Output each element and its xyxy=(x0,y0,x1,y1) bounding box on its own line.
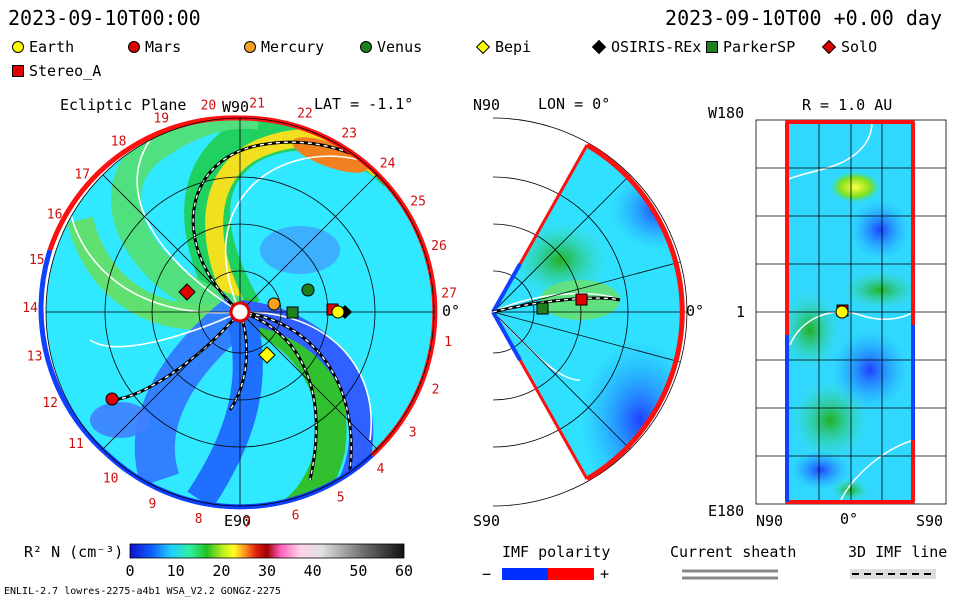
radial-x-right: S90 xyxy=(916,512,944,530)
legend-label: ParkerSP xyxy=(723,38,796,56)
rotation-number: 26 xyxy=(431,239,447,254)
rotation-number: 2 xyxy=(432,382,440,397)
model-footer: ENLIL-2.7 lowres-2275-a4b1 WSA_V2.2 GONG… xyxy=(4,586,281,597)
legend-item: ParkerSP xyxy=(706,38,795,56)
ecliptic-bottom-label: E90 xyxy=(224,512,252,530)
square-marker-icon xyxy=(12,65,24,77)
rotation-number: 21 xyxy=(249,97,265,112)
colorbar-tick: 20 xyxy=(212,562,231,580)
circle-marker-icon xyxy=(128,41,140,53)
ecliptic-right-label: 0° xyxy=(442,302,461,320)
legend-label: OSIRIS-REx xyxy=(611,38,702,56)
legend-item: Bepi xyxy=(475,38,532,56)
circle-marker-icon xyxy=(244,41,256,53)
imf-minus-label: − xyxy=(482,565,492,583)
current-sheath-sample xyxy=(682,569,778,580)
meridional-lon: LON = 0° xyxy=(538,95,611,113)
rotation-number: 14 xyxy=(22,301,38,316)
rotation-number: 12 xyxy=(42,396,58,411)
rotation-number: 25 xyxy=(410,195,426,210)
rotation-number: 22 xyxy=(297,106,313,121)
colorbar-tick: 40 xyxy=(303,562,322,580)
colorbar-tick: 10 xyxy=(166,562,185,580)
meridional-right-label: 0° xyxy=(686,302,705,320)
legend-item: Mercury xyxy=(244,38,324,56)
radial-y-mid: 1 xyxy=(736,303,746,321)
rotation-number: 1 xyxy=(444,335,452,350)
legend-label: Earth xyxy=(29,38,75,56)
start-date: 2023-09-10T00:00 xyxy=(8,6,201,30)
legend-label: Mars xyxy=(145,38,182,56)
meridional-plane xyxy=(491,117,688,507)
radial-r-label: R = 1.0 AU xyxy=(802,96,893,114)
legend-label: Bepi xyxy=(495,38,532,56)
radial-y-top: W180 xyxy=(708,104,745,122)
meridional-bottom-label: S90 xyxy=(473,512,501,530)
rotation-number: 3 xyxy=(409,425,417,440)
imf-line-sample xyxy=(850,569,936,579)
rotation-number: 5 xyxy=(337,490,345,505)
colorbar-tick: 30 xyxy=(258,562,277,580)
colorbar-label: R² N (cm⁻³) xyxy=(24,543,124,561)
legend-item: Stereo_A xyxy=(12,62,101,80)
ecliptic-title: Ecliptic Plane xyxy=(60,96,187,114)
rotation-number: 17 xyxy=(74,167,90,182)
rotation-number: 10 xyxy=(103,472,119,487)
elapsed-date: 2023-09-10T00 +0.00 day xyxy=(665,6,942,30)
colorbar-tick: 50 xyxy=(349,562,368,580)
ecliptic-plane xyxy=(38,115,438,510)
rotation-number: 27 xyxy=(441,287,457,302)
rotation-number: 20 xyxy=(201,98,217,113)
legend-item: Venus xyxy=(360,38,422,56)
colorbar xyxy=(129,543,405,559)
circle-marker-icon xyxy=(360,41,372,53)
colorbar-tick: 0 xyxy=(125,562,135,580)
radial-x-mid: 0° xyxy=(840,510,859,528)
circle-marker-icon xyxy=(12,41,24,53)
legend-label: SolO xyxy=(841,38,878,56)
rotation-number: 9 xyxy=(148,497,156,512)
rotation-number: 19 xyxy=(153,111,169,126)
rotation-number: 13 xyxy=(27,350,43,365)
legend-label: Venus xyxy=(377,38,423,56)
imf-plus-label: + xyxy=(600,565,610,583)
rotation-number: 24 xyxy=(380,157,396,172)
rotation-number: 16 xyxy=(47,207,63,222)
legend-item: OSIRIS-REx xyxy=(591,38,702,56)
rotation-number: 15 xyxy=(29,253,45,268)
rotation-number: 18 xyxy=(111,135,127,150)
radial-map xyxy=(755,119,947,505)
rotation-number: 6 xyxy=(292,509,300,524)
imf-positive-swatch xyxy=(548,568,594,580)
legend-label: Mercury xyxy=(261,38,325,56)
rotation-number: 23 xyxy=(341,127,357,142)
legend-item: Mars xyxy=(128,38,181,56)
ecliptic-lat: LAT = -1.1° xyxy=(314,95,414,113)
legend-item: SolO xyxy=(821,38,878,56)
legend-item: Earth xyxy=(12,38,74,56)
imf-line-title: 3D IMF line xyxy=(848,543,948,561)
radial-x-left: N90 xyxy=(756,512,784,530)
radial-y-bottom: E180 xyxy=(708,502,745,520)
colorbar-tick: 60 xyxy=(395,562,414,580)
imf-polarity-title: IMF polarity xyxy=(502,543,611,561)
meridional-top-label: N90 xyxy=(473,96,501,114)
rotation-number: 4 xyxy=(377,462,385,477)
rotation-number: 7 xyxy=(243,516,251,531)
rotation-number: 8 xyxy=(195,512,203,527)
current-sheath-title: Current sheath xyxy=(670,543,797,561)
rotation-number: 11 xyxy=(68,437,84,452)
carrington-rotation-labels: 20 21222324252627123456789101112131415161… xyxy=(22,97,457,531)
imf-negative-swatch xyxy=(502,568,548,580)
square-marker-icon xyxy=(706,41,718,53)
ecliptic-top-label: W90 xyxy=(222,98,250,116)
legend-label: Stereo_A xyxy=(29,62,102,80)
